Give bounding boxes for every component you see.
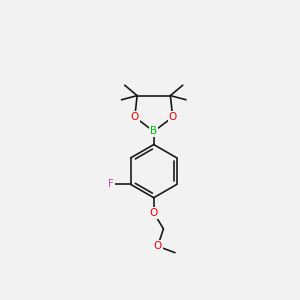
Text: B: B (150, 126, 157, 136)
Text: O: O (169, 112, 177, 122)
Text: F: F (108, 179, 114, 189)
Text: O: O (150, 208, 158, 218)
Text: O: O (154, 241, 162, 251)
Text: O: O (131, 112, 139, 122)
